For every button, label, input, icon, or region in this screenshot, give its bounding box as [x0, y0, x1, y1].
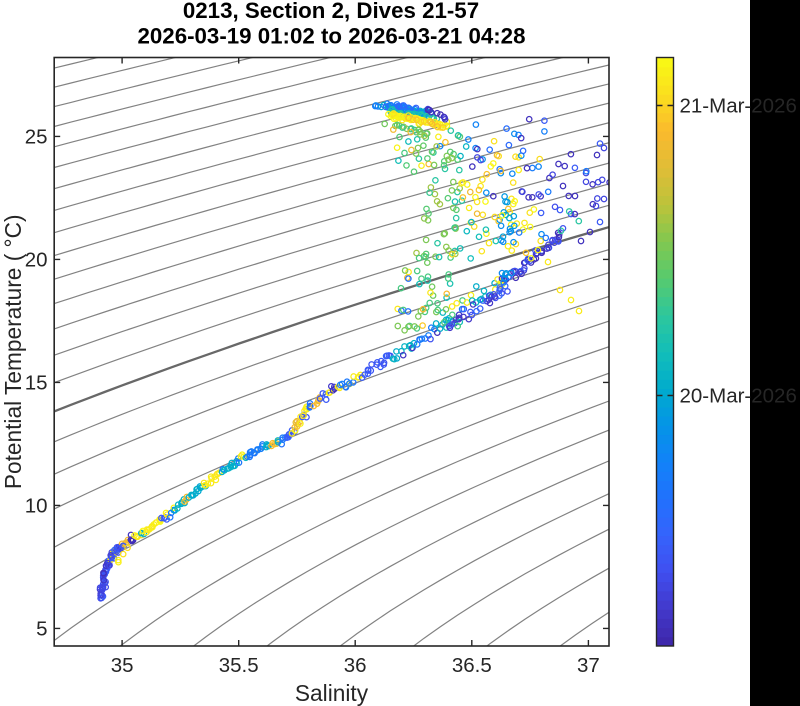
svg-text:0213, Section 2, Dives 21-57: 0213, Section 2, Dives 21-57 — [183, 0, 479, 23]
svg-text:36.5: 36.5 — [452, 654, 492, 677]
svg-text:21-Mar-2026: 21-Mar-2026 — [680, 95, 797, 118]
svg-text:20-Mar-2026: 20-Mar-2026 — [680, 385, 797, 408]
svg-text:37: 37 — [577, 654, 600, 677]
svg-text:35.5: 35.5 — [219, 654, 259, 677]
svg-text:Salinity: Salinity — [295, 680, 369, 706]
svg-text:10: 10 — [25, 495, 48, 518]
svg-text:15: 15 — [25, 372, 48, 395]
svg-text:20: 20 — [25, 249, 48, 272]
svg-text:2026-03-19 01:02 to 2026-03-21: 2026-03-19 01:02 to 2026-03-21 04:28 — [138, 24, 526, 49]
svg-text:25: 25 — [25, 126, 48, 149]
svg-text:5: 5 — [36, 618, 47, 641]
svg-text:36: 36 — [344, 654, 367, 677]
svg-text:35: 35 — [111, 654, 134, 677]
svg-text:Potential Temperature ( °C): Potential Temperature ( °C) — [0, 214, 26, 489]
